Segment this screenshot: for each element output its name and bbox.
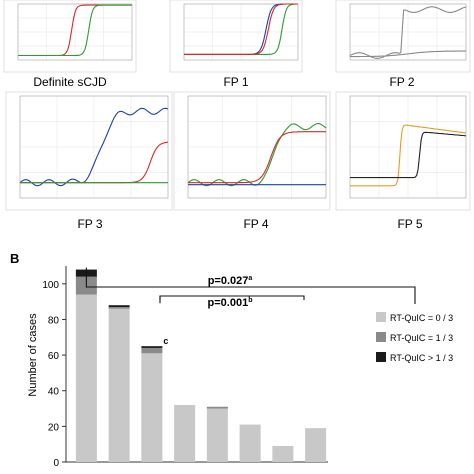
thumbnail-trace <box>350 131 467 179</box>
y-tick-label: 20 <box>48 422 60 433</box>
thumbnail-plot-area <box>349 3 467 61</box>
thumbnail-frame <box>173 91 331 211</box>
thumbnail-plot-area <box>19 95 169 199</box>
thumbnail-trace <box>188 131 326 184</box>
thumbnail-plot-area <box>349 95 467 199</box>
thumbnail-frame <box>5 91 173 211</box>
bar-segment <box>75 294 97 462</box>
bar-segment <box>108 306 130 309</box>
thumbnail-5 <box>335 91 471 211</box>
thumbnail-3 <box>5 91 173 211</box>
legend-swatch <box>376 312 386 322</box>
panel-label-fp5: FP 5 <box>397 217 422 231</box>
thumbnail-0 <box>3 0 137 73</box>
bar-segment <box>141 346 163 348</box>
thumbnail-frame <box>3 0 137 73</box>
thumbnail-trace <box>184 3 298 55</box>
bracket-a <box>85 267 416 304</box>
bar-segment <box>141 347 163 354</box>
thumbnail-plot-area <box>187 95 327 199</box>
y-tick-label: 80 <box>48 315 60 326</box>
bar-segment <box>305 428 327 462</box>
thumbnail-plot-area <box>17 3 133 61</box>
panel-a-thumbnails <box>3 0 471 211</box>
bar-segment <box>239 424 261 462</box>
p-value-a: p=0.027a <box>208 275 253 287</box>
bar-chart: 0 20 40 60 80 100 c p=0.027a p=0.001b RT-QuIC = 0… <box>42 266 453 469</box>
thumbnail-plot-area <box>183 3 299 61</box>
y-tick-label: 60 <box>48 351 60 362</box>
panel-b-label: B <box>10 251 19 266</box>
bar-segment <box>272 445 294 462</box>
panel-label-fp3: FP 3 <box>77 217 102 231</box>
thumbnail-trace <box>19 107 169 187</box>
bar-segment <box>206 406 228 409</box>
thumbnail-trace <box>18 4 132 57</box>
y-tick-label: 100 <box>42 280 59 291</box>
legend-entry: RT-QuIC = 0 / 3 <box>390 313 453 323</box>
thumbnail-1 <box>169 0 303 73</box>
y-axis-label: Number of cases <box>27 313 39 397</box>
panel-label-fp2: FP 2 <box>389 75 414 89</box>
thumbnail-4 <box>173 91 331 211</box>
p-value-b: p=0.001b <box>208 297 253 309</box>
panel-label-fp1: FP 1 <box>223 75 248 89</box>
legend-swatch <box>376 352 386 362</box>
y-tick-label: 0 <box>53 458 59 469</box>
panel-label-fp4: FP 4 <box>243 217 268 231</box>
legend-entry: RT-QuIC = 1 / 3 <box>390 333 453 343</box>
legend-swatch <box>376 332 386 342</box>
bar-segment <box>141 353 163 462</box>
thumbnail-frame <box>335 91 471 211</box>
annotation-c: c <box>163 336 168 346</box>
thumbnail-frame <box>169 0 303 73</box>
thumbnail-trace <box>350 50 466 58</box>
thumbnail-frame <box>335 0 471 73</box>
bar-segment <box>108 305 130 307</box>
bar-segment <box>206 408 228 462</box>
bar-segment <box>108 308 130 462</box>
thumbnail-2 <box>335 0 471 73</box>
legend-entry: RT-QuIC > 1 / 3 <box>390 353 453 363</box>
thumbnail-trace <box>350 124 467 187</box>
bar-segment <box>174 404 196 462</box>
panel-label-definite-scjd: Definite sCJD <box>33 75 107 89</box>
y-tick-label: 40 <box>48 387 60 398</box>
